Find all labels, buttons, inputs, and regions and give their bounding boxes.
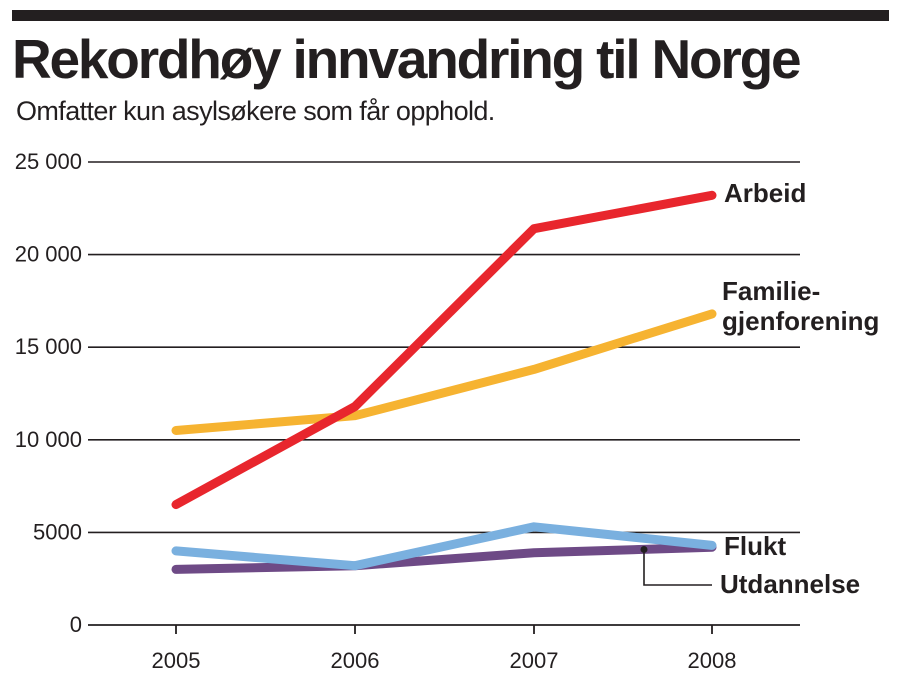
y-tick-label: 5000 [33,519,82,544]
y-tick-label: 20 000 [15,242,82,267]
series-line-familie [171,309,717,435]
y-tick-label: 10 000 [15,427,82,452]
series-line-arbeid [171,190,717,510]
series-labels: Arbeid Familie-gjenforening Flukt Utdannels… [640,178,879,599]
y-tick-label: 15 000 [15,334,82,359]
series-label-utdannelse: Utdannelse [720,569,860,599]
top-rule [12,10,889,21]
series-label-line: gjenforening [722,306,879,336]
series-line-flukt [171,522,717,571]
series-label-flukt: Flukt [724,531,786,561]
series-label-familie: Familie-gjenforening [722,276,879,336]
x-tick-label: 2008 [688,648,737,673]
y-tick-label: 0 [70,612,82,637]
x-tick-label: 2005 [152,648,201,673]
chart-title: Rekordhøy innvandring til Norge [12,28,802,90]
chart-subtitle: Omfatter kun asylsøkere som får opphold. [16,96,495,126]
series-label-line: Familie- [722,276,820,306]
x-tick-label: 2007 [510,648,559,673]
x-tick-labels: 2005 2006 2007 2008 [152,648,737,673]
series-line-utdannelse [171,542,717,574]
series-lines [171,190,717,574]
y-tick-labels: 0 5000 10 000 15 000 20 000 25 000 [15,149,82,637]
x-tick-label: 2006 [331,648,380,673]
leader-line [643,549,712,586]
series-label-arbeid: Arbeid [724,178,806,208]
y-tick-label: 25 000 [15,149,82,174]
x-axis [88,624,800,634]
gridlines [88,161,800,534]
